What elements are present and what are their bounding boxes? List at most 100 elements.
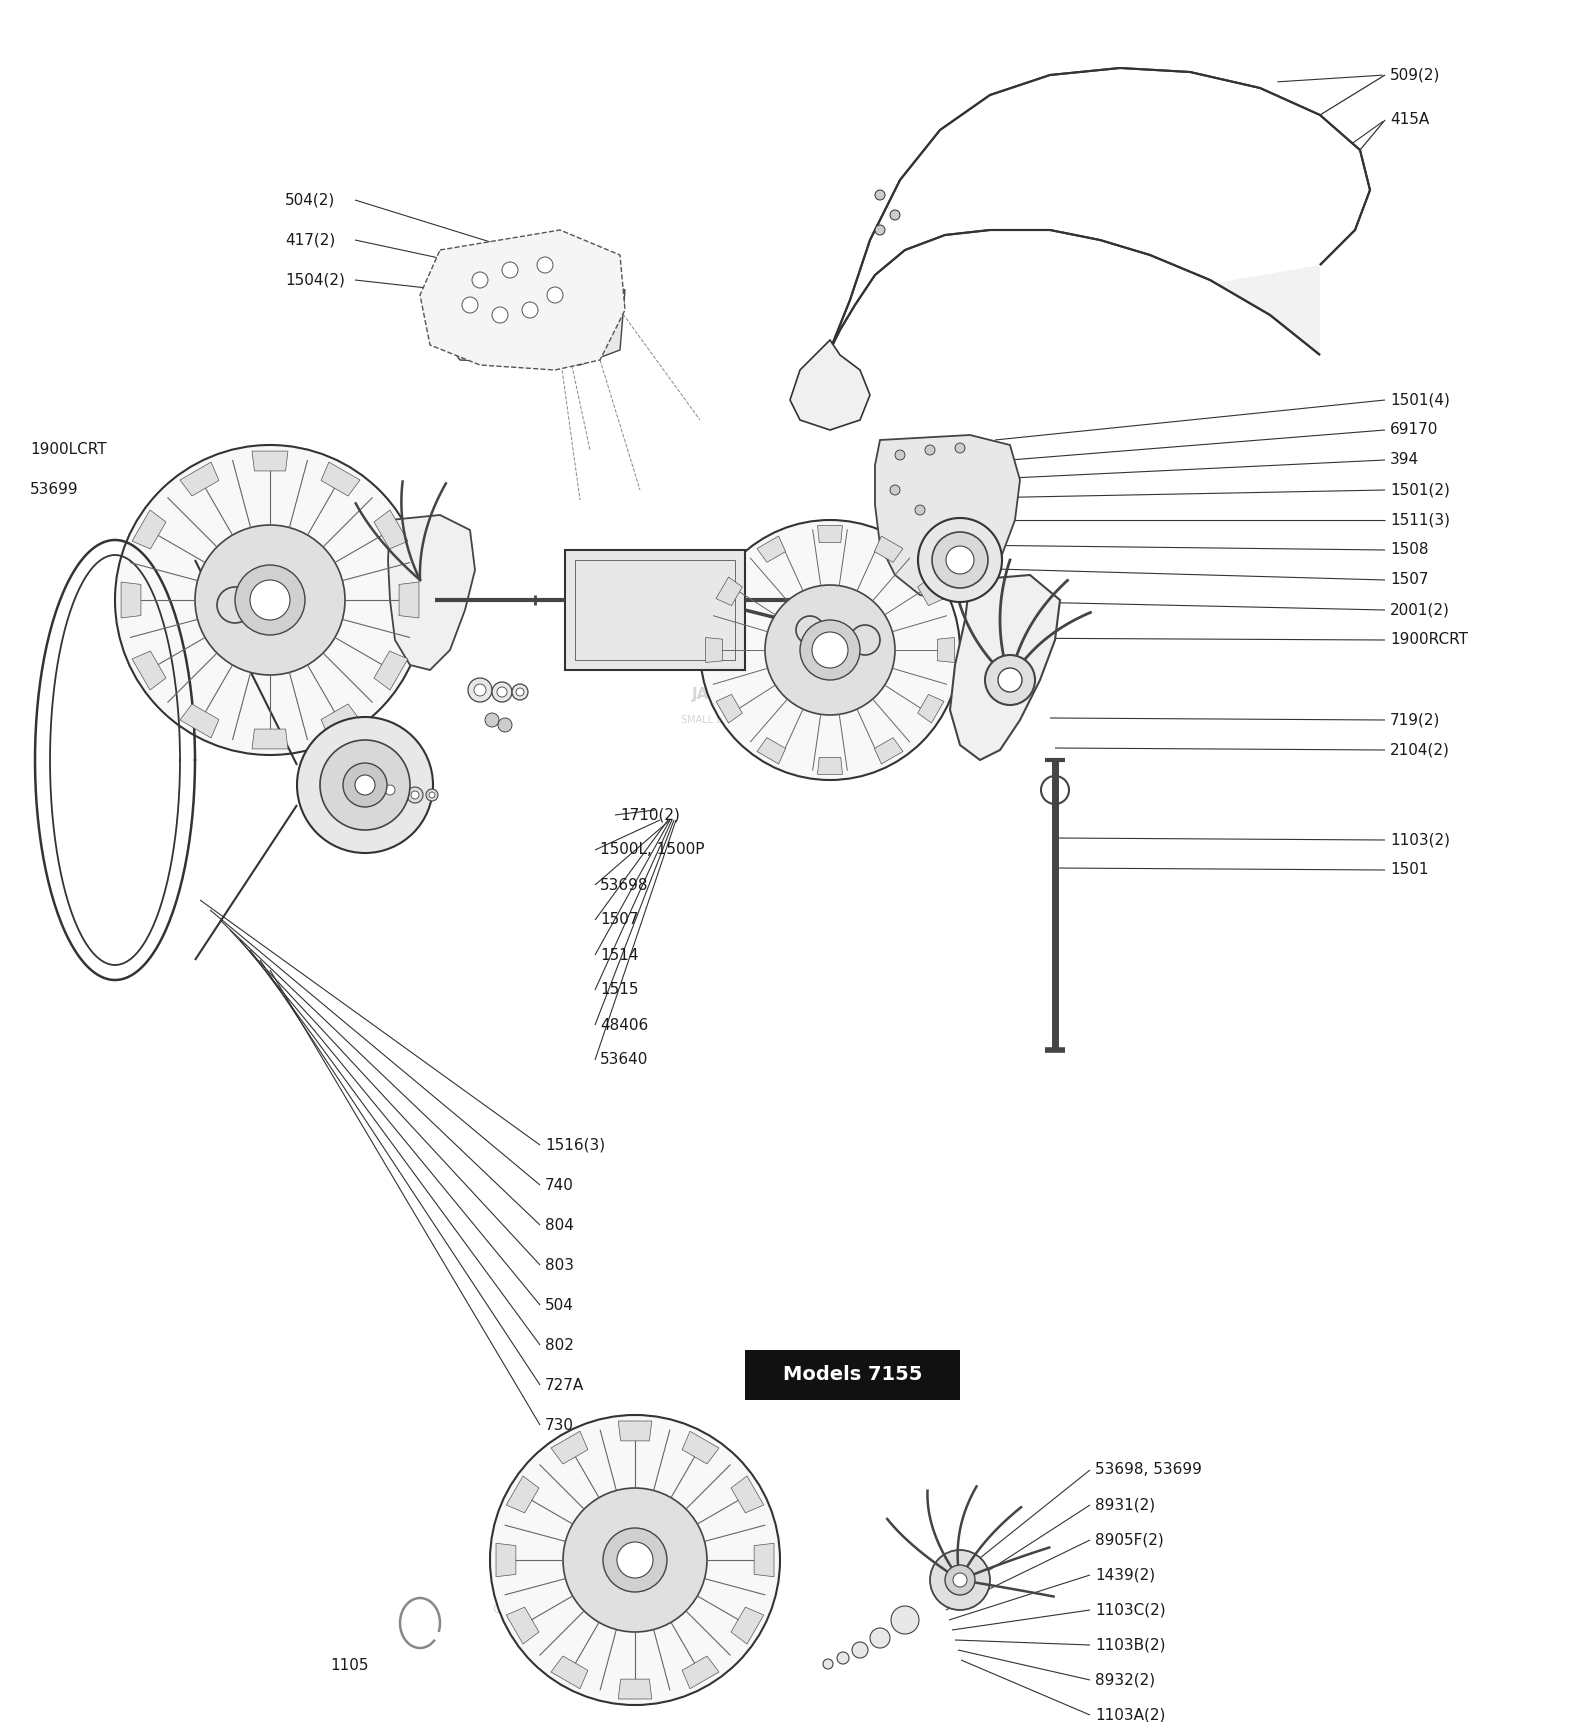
Polygon shape	[757, 536, 785, 563]
Polygon shape	[732, 1476, 763, 1514]
Circle shape	[430, 792, 435, 797]
Polygon shape	[918, 577, 943, 606]
Polygon shape	[321, 704, 360, 739]
Polygon shape	[817, 758, 842, 775]
Circle shape	[918, 518, 1002, 603]
Circle shape	[490, 1415, 781, 1705]
Circle shape	[427, 789, 438, 801]
Circle shape	[343, 763, 387, 808]
Polygon shape	[757, 737, 785, 765]
Text: 69170: 69170	[1390, 422, 1438, 437]
Text: 53699: 53699	[30, 482, 79, 498]
Circle shape	[468, 678, 491, 703]
Circle shape	[915, 505, 924, 515]
Text: 727A: 727A	[545, 1378, 585, 1393]
Circle shape	[823, 1658, 833, 1669]
Text: 2104(2): 2104(2)	[1390, 742, 1450, 758]
Text: 504: 504	[545, 1297, 574, 1312]
Circle shape	[931, 1550, 991, 1610]
Polygon shape	[732, 1607, 763, 1645]
Text: 1514: 1514	[600, 947, 638, 963]
Bar	[575, 560, 735, 660]
Polygon shape	[253, 728, 288, 749]
Text: 8931(2): 8931(2)	[1095, 1498, 1155, 1512]
Text: 8905F(2): 8905F(2)	[1095, 1533, 1164, 1548]
Text: 53698, 53699: 53698, 53699	[1095, 1462, 1202, 1477]
Polygon shape	[133, 510, 166, 549]
Bar	[566, 549, 746, 670]
Circle shape	[946, 546, 973, 573]
Circle shape	[461, 296, 479, 313]
Polygon shape	[180, 704, 220, 739]
Circle shape	[945, 1565, 975, 1595]
Text: 1508: 1508	[1390, 542, 1428, 558]
Circle shape	[765, 585, 894, 715]
Text: 804: 804	[545, 1217, 574, 1233]
Polygon shape	[618, 1421, 653, 1441]
Text: 48406: 48406	[600, 1018, 648, 1033]
Circle shape	[297, 716, 433, 852]
Text: 730: 730	[545, 1417, 574, 1433]
Polygon shape	[435, 260, 626, 365]
Polygon shape	[950, 575, 1060, 759]
Text: 740: 740	[545, 1178, 574, 1193]
Polygon shape	[496, 1543, 515, 1577]
Polygon shape	[180, 461, 220, 496]
Text: 1511(3): 1511(3)	[1390, 513, 1450, 527]
Text: 1500L, 1500P: 1500L, 1500P	[600, 842, 705, 858]
Circle shape	[837, 1651, 848, 1663]
Polygon shape	[706, 637, 722, 663]
Circle shape	[512, 684, 528, 701]
Circle shape	[517, 689, 525, 696]
Circle shape	[408, 787, 423, 802]
Polygon shape	[400, 582, 419, 618]
Polygon shape	[683, 1657, 719, 1689]
Polygon shape	[830, 231, 1319, 355]
Circle shape	[924, 444, 935, 455]
Circle shape	[411, 790, 419, 799]
Circle shape	[894, 449, 905, 460]
Text: 719(2): 719(2)	[1390, 713, 1441, 727]
Polygon shape	[551, 1431, 588, 1464]
Polygon shape	[133, 651, 166, 691]
Polygon shape	[374, 510, 408, 549]
Polygon shape	[716, 694, 743, 723]
Circle shape	[521, 301, 539, 319]
Polygon shape	[420, 231, 626, 370]
Text: 1900LCRT: 1900LCRT	[30, 443, 106, 458]
Text: JACK'S: JACK'S	[692, 687, 747, 703]
Text: 1501(2): 1501(2)	[1390, 482, 1450, 498]
Text: 1516(3): 1516(3)	[545, 1138, 605, 1152]
Text: 1900RCRT: 1900RCRT	[1390, 632, 1468, 647]
Circle shape	[381, 780, 400, 801]
Circle shape	[850, 625, 880, 654]
Circle shape	[852, 1643, 867, 1658]
Circle shape	[999, 668, 1022, 692]
Text: 1504(2): 1504(2)	[284, 272, 344, 288]
Text: 415A: 415A	[1390, 112, 1430, 127]
Text: 1105: 1105	[330, 1658, 368, 1672]
Text: 803: 803	[545, 1257, 574, 1273]
Polygon shape	[253, 451, 288, 470]
Circle shape	[235, 565, 305, 635]
Polygon shape	[506, 1476, 539, 1514]
Circle shape	[875, 226, 885, 234]
Polygon shape	[830, 67, 1370, 355]
Circle shape	[386, 785, 395, 796]
Text: 1501: 1501	[1390, 863, 1428, 878]
Circle shape	[932, 532, 988, 587]
Circle shape	[485, 713, 499, 727]
Polygon shape	[790, 339, 871, 430]
Text: 417(2): 417(2)	[284, 232, 335, 248]
Circle shape	[502, 262, 518, 277]
Circle shape	[498, 687, 507, 697]
Circle shape	[562, 1488, 706, 1632]
Text: 1103(2): 1103(2)	[1390, 832, 1450, 847]
Circle shape	[547, 288, 562, 303]
Circle shape	[700, 520, 961, 780]
Text: 2001(2): 2001(2)	[1390, 603, 1450, 618]
Polygon shape	[374, 651, 408, 691]
Text: 1103C(2): 1103C(2)	[1095, 1603, 1166, 1617]
Polygon shape	[389, 515, 476, 670]
Circle shape	[984, 654, 1035, 704]
